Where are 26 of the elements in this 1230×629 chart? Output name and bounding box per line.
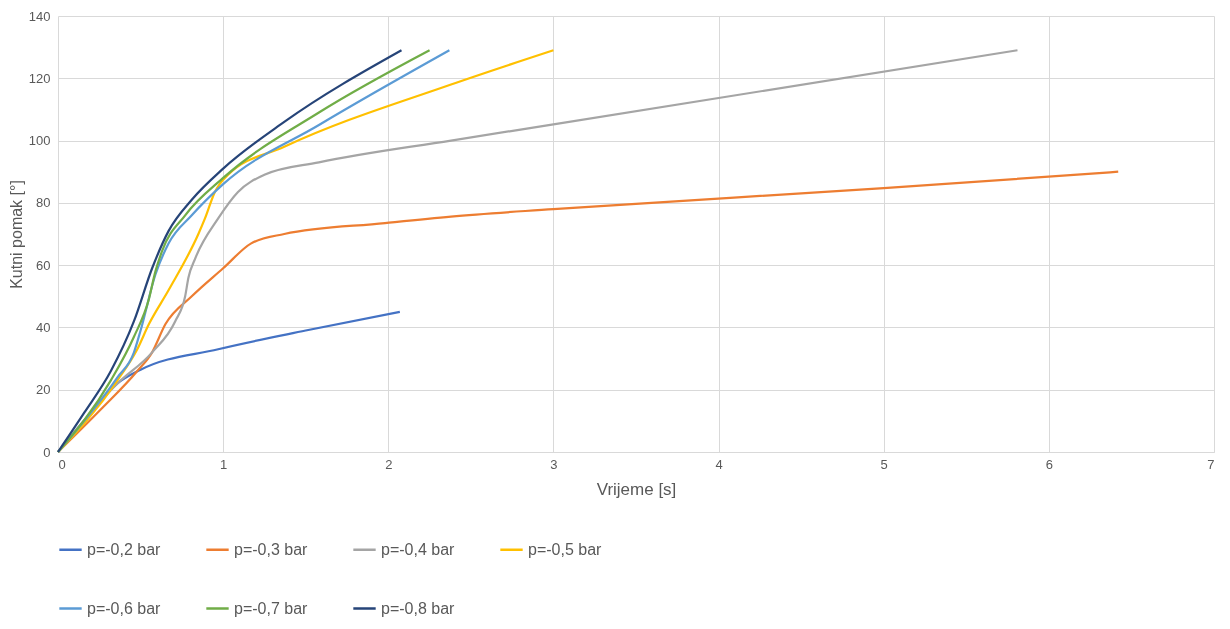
legend-label: p=-0,5 bar — [528, 540, 603, 558]
y-tick-label: 60 — [36, 257, 51, 273]
x-tick-label: 1 — [220, 456, 228, 472]
legend-label: p=-0,2 bar — [87, 540, 162, 558]
legend-label: p=-0,4 bar — [381, 540, 456, 558]
x-tick-label: 5 — [880, 456, 888, 472]
x-tick-label: 3 — [550, 456, 558, 472]
legend-label: p=-0,8 bar — [381, 599, 456, 617]
x-tick-label: 0 — [58, 456, 66, 472]
y-tick-label: 120 — [28, 70, 51, 86]
legend-label: p=-0,6 bar — [87, 599, 162, 617]
y-tick-label: 140 — [28, 8, 51, 24]
line-series — [56, 170, 1120, 454]
x-tick-label: 6 — [1045, 456, 1053, 472]
legend-label: p=-0,7 bar — [234, 599, 309, 617]
x-tick-label: 7 — [1207, 456, 1215, 472]
y-tick-label: 80 — [36, 195, 51, 211]
y-tick-label: 0 — [43, 444, 51, 460]
x-tick-label: 2 — [385, 456, 393, 472]
legend-label: p=-0,3 bar — [234, 540, 309, 558]
y-tick-label: 100 — [28, 133, 51, 149]
y-tick-label: 20 — [36, 382, 51, 398]
y-axis-title: Kutni pomak [°] — [7, 180, 25, 289]
y-tick-label: 40 — [36, 319, 51, 335]
x-axis-title: Vrijeme [s] — [596, 479, 677, 499]
x-tick-label: 4 — [715, 456, 723, 472]
